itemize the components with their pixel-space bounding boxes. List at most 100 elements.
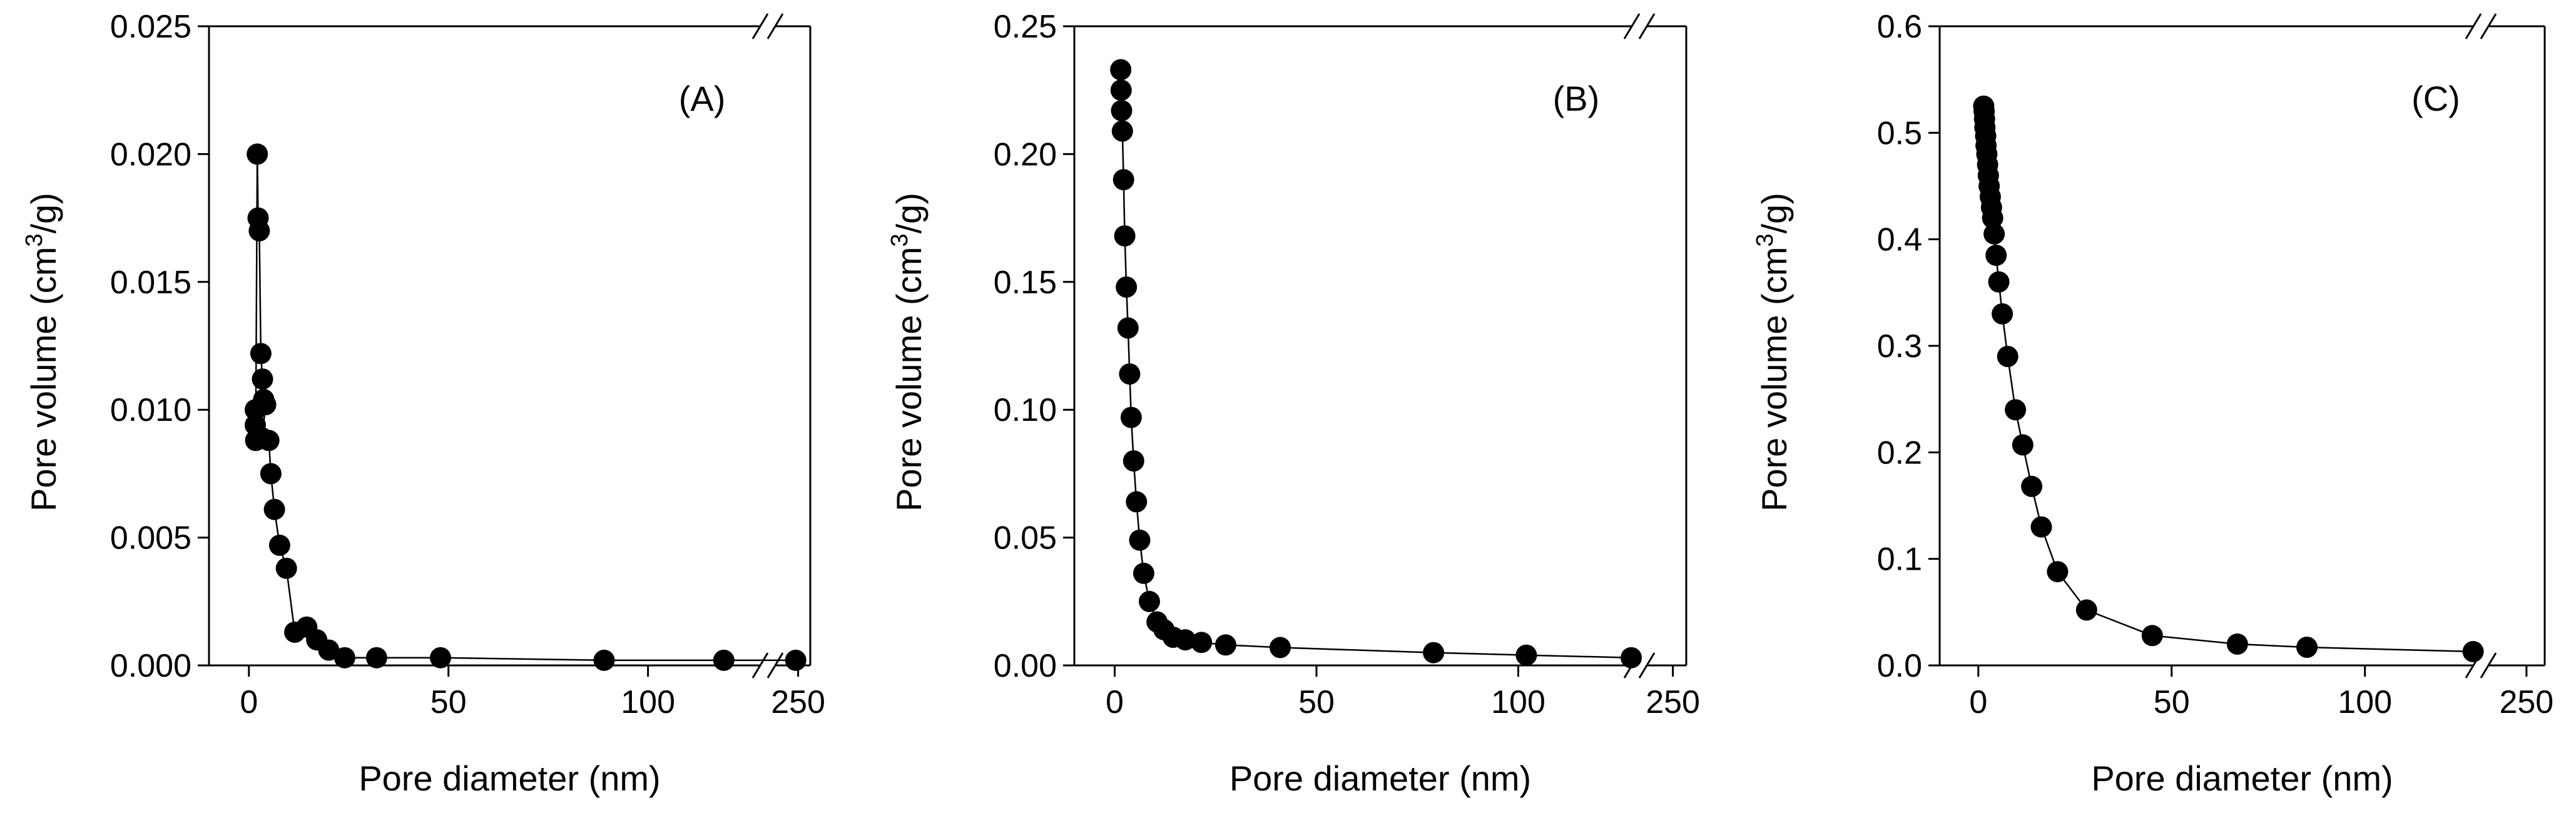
- y-tick-label: 0.2: [1877, 435, 1922, 471]
- data-point: [2075, 599, 2097, 621]
- data-point: [593, 649, 615, 671]
- y-tick-label: 0.10: [994, 392, 1057, 428]
- data-point: [255, 394, 277, 415]
- data-point: [1119, 363, 1141, 385]
- y-axis-title-main: Pore volume (cm: [1754, 247, 1794, 512]
- y-tick-label: 0.00: [994, 648, 1057, 684]
- x-axis-title: Pore diameter (nm): [2091, 759, 2393, 798]
- data-point: [1270, 637, 1291, 659]
- y-tick-label: 0.000: [110, 648, 191, 684]
- axis-break-mark-bottom-2: [1638, 652, 1656, 679]
- data-point: [713, 649, 735, 671]
- axis-break-mark-top-1: [2465, 13, 2482, 39]
- axis-break-mark-top-1: [751, 13, 769, 39]
- y-axis-title: Pore volume (cm3/g): [887, 193, 929, 512]
- data-point: [2141, 625, 2163, 647]
- y-tick-label: 0.6: [1877, 9, 1922, 45]
- y-tick-label: 0.015: [110, 265, 191, 301]
- data-point: [1112, 169, 1134, 191]
- y-axis-title-superscript: 3: [1752, 233, 1778, 246]
- panel-label: (B): [1553, 79, 1600, 118]
- x-tick-label: 250: [771, 684, 825, 720]
- axis-break-mark-bottom-2: [2480, 652, 2497, 679]
- y-axis-title: Pore volume (cm3/g): [1752, 193, 1794, 512]
- data-point: [1114, 225, 1136, 247]
- panel-label: (C): [2411, 79, 2460, 118]
- data-point: [1985, 245, 2007, 266]
- y-tick-label: 0.15: [994, 265, 1057, 301]
- panel-label: (A): [679, 79, 726, 118]
- data-point: [2021, 475, 2043, 497]
- data-point: [1982, 207, 2003, 229]
- data-point: [2012, 434, 2034, 456]
- data-point: [2030, 516, 2052, 538]
- data-point: [275, 557, 297, 579]
- data-point: [1126, 491, 1148, 513]
- data-point: [1174, 629, 1196, 651]
- data-point: [318, 639, 340, 661]
- x-tick-label: 50: [2154, 684, 2190, 720]
- data-point: [1621, 647, 1642, 669]
- data-point: [252, 368, 273, 390]
- axis-break-mark-top-2: [2480, 13, 2497, 39]
- chart-panel-b: 0.00 0.05 0.10 0.15 0.20 0.25 0 50 100 250 Pore di…: [887, 9, 1700, 798]
- data-point: [1214, 634, 1236, 656]
- chart-panel-c: 0.0 0.1 0.2 0.3 0.4 0.5 0.6 0 50 100 250 Pore diame…: [1752, 9, 2553, 798]
- series-line: [1119, 69, 1632, 659]
- data-point: [250, 343, 272, 365]
- x-axis-title: Pore diameter (nm): [1229, 759, 1531, 798]
- x-tick-label: 250: [1646, 684, 1700, 720]
- data-point: [263, 498, 285, 520]
- data-point: [1120, 406, 1142, 428]
- y-tick-label: 0.020: [110, 136, 191, 173]
- axis-break-mark-top-1: [1623, 13, 1641, 39]
- y-axis-title-main: Pore volume (cm: [889, 247, 929, 512]
- data-point: [2462, 640, 2484, 662]
- y-axis-title-main: Pore volume (cm: [24, 247, 63, 512]
- x-tick-label: 50: [1298, 684, 1335, 720]
- axis-break-mark-top-2: [1638, 13, 1656, 39]
- data-point: [1111, 99, 1133, 121]
- x-tick-label: 100: [2338, 684, 2392, 720]
- axis-break-mark-top-2: [766, 13, 784, 39]
- y-tick-label: 0.005: [110, 520, 191, 557]
- x-tick-label: 0: [1969, 684, 1987, 720]
- data-point: [1110, 79, 1132, 101]
- y-axis-title-tail: /g): [24, 193, 63, 233]
- data-point: [1423, 642, 1445, 664]
- data-point: [1129, 529, 1151, 551]
- y-tick-label: 0.010: [110, 392, 191, 428]
- y-tick-label: 0.20: [994, 136, 1057, 173]
- y-tick-label: 0.025: [110, 9, 191, 45]
- y-axis-title-superscript: 3: [887, 233, 913, 246]
- series-line: [254, 154, 796, 662]
- chart-panel-a: 0.000 0.005 0.010 0.015 0.020 0.025 0 50 100 250 P…: [21, 9, 825, 798]
- y-tick-label: 0.1: [1877, 542, 1922, 578]
- x-tick-label: 0: [240, 684, 258, 720]
- data-point: [430, 647, 451, 669]
- data-point: [1139, 590, 1160, 612]
- data-point: [1997, 346, 2019, 367]
- data-point: [2296, 637, 2318, 658]
- axis-break-mark-bottom-2: [766, 652, 784, 679]
- data-point: [2047, 561, 2069, 583]
- y-tick-label: 0.4: [1877, 222, 1922, 258]
- data-point: [247, 143, 268, 165]
- data-point: [1133, 562, 1154, 584]
- y-axis-title: Pore volume (cm3/g): [21, 193, 63, 512]
- data-point: [1988, 271, 2010, 293]
- y-tick-label: 0.05: [994, 520, 1057, 557]
- data-point: [1992, 303, 2013, 325]
- data-point: [2226, 633, 2248, 655]
- data-point: [333, 647, 355, 669]
- y-tick-label: 0.0: [1877, 648, 1922, 684]
- axis-break-mark-bottom-1: [751, 652, 769, 679]
- x-tick-label: 0: [1106, 684, 1124, 720]
- y-tick-label: 0.5: [1877, 115, 1922, 151]
- data-point: [258, 430, 280, 452]
- x-tick-label: 100: [1491, 684, 1545, 720]
- x-tick-label: 100: [621, 684, 675, 720]
- data-point: [260, 463, 282, 485]
- x-tick-label: 50: [430, 684, 467, 720]
